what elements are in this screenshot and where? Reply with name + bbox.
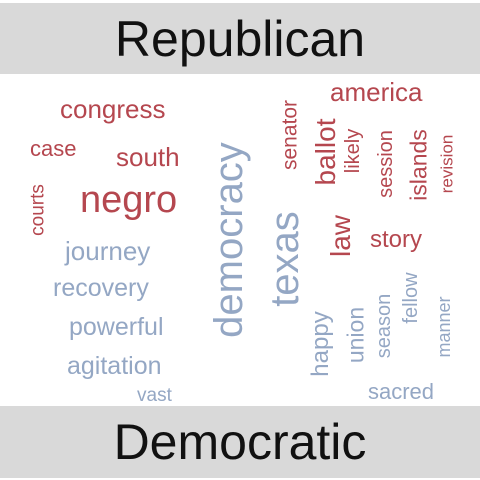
word-recovery: recovery — [53, 274, 149, 302]
word-happy: happy — [307, 311, 334, 377]
republican-label: Republican — [114, 10, 366, 67]
word-negro: negro — [80, 179, 178, 221]
word-vast: vast — [137, 385, 172, 406]
word-america: america — [330, 77, 423, 107]
democratic-label: Democratic — [113, 414, 367, 470]
word-manner: manner — [434, 296, 454, 358]
word-congress: congress — [60, 94, 166, 124]
word-agitation: agitation — [67, 352, 162, 380]
word-season: season — [373, 293, 395, 359]
democratic-header: Democratic — [0, 406, 480, 478]
word-courts: courts — [27, 184, 49, 236]
word-powerful: powerful — [69, 313, 164, 341]
word-senator: senator — [278, 99, 302, 171]
word-democracy: democracy — [207, 142, 251, 338]
word-story: story — [370, 226, 423, 253]
republican-header: Republican — [0, 3, 480, 74]
word-journey: journey — [65, 236, 151, 266]
word-law: law — [325, 214, 356, 258]
word-case: case — [30, 136, 77, 161]
word-session: session — [375, 130, 397, 198]
word-south: south — [116, 142, 180, 172]
word-islands: islands — [405, 129, 432, 201]
word-ballot: ballot — [310, 118, 341, 186]
word-likely: likely — [342, 128, 364, 174]
word-texas: texas — [263, 211, 307, 307]
word-union: union — [342, 306, 369, 364]
word-sacred: sacred — [368, 379, 435, 404]
word-fellow: fellow — [400, 272, 422, 324]
word-revision: revision — [437, 134, 457, 194]
word-cloud: congress america case south negro courts… — [0, 74, 480, 406]
